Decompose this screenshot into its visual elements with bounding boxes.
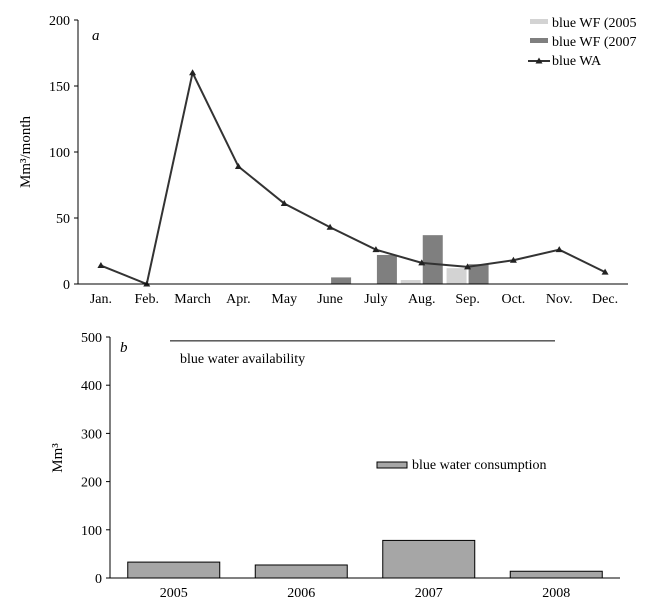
panel-a-line-point [234, 163, 242, 170]
panel-b-bar [509, 570, 603, 579]
panel-b-legend: blue water consumption [376, 458, 547, 473]
panel-a-y-tick-label: 0 [63, 278, 70, 293]
panel-a-y-tick-label: 150 [49, 80, 70, 95]
legend-label-wf-2007: blue WF (2007 [552, 35, 637, 50]
panel-b-x-ticks: 2005 2006 2007 2008 [160, 586, 571, 598]
legend-swatch-wf-2007 [530, 38, 548, 43]
panel-a-line-point [372, 246, 380, 253]
panel-a-y-tick-label: 200 [49, 14, 70, 29]
panel-a-y-axis-label: Mm³/month [18, 116, 34, 189]
panel-a-line-series [97, 69, 609, 287]
legend-label-consumption: blue water consumption [412, 458, 547, 473]
legend-swatch-consumption [376, 461, 408, 469]
panel-a-bar [446, 268, 467, 284]
panel-b-y-tick-label: 500 [81, 331, 102, 346]
panel-b-x-tick-label: 2005 [160, 586, 188, 598]
legend-label-wf-2005: blue WF (2005 [552, 16, 637, 31]
panel-a-bar [400, 280, 421, 284]
panel-b-y-tick-label: 0 [95, 572, 102, 587]
panel-a-x-tick-label: Jan. [90, 292, 112, 307]
panel-a-x-tick-label: May [271, 292, 297, 307]
panel-a-legend: blue WF (2005 blue WF (2007 blue WA [528, 16, 637, 69]
panel-a-bar [422, 235, 443, 284]
panel-b-y-tick-label: 300 [81, 427, 102, 442]
panel-a-line-point [326, 223, 334, 230]
panel-b-y-axis-label: Mm³ [50, 443, 66, 473]
panel-a-x-tick-label: Nov. [546, 292, 573, 307]
panel-a-line-point [189, 69, 197, 76]
panel-b-bar [254, 564, 348, 579]
panel-a-x-tick-label: Dec. [592, 292, 618, 307]
panel-b-label: b [120, 340, 128, 356]
panel-a-x-ticks: Jan. Feb. March Apr. May June July Aug. Sep. Oct.… [90, 292, 618, 307]
panel-a-x-tick-label: Sep. [455, 292, 480, 307]
panel-a-bar [376, 254, 397, 284]
panel-a-line-point [418, 259, 426, 266]
panel-a-x-tick-label: Apr. [226, 292, 251, 307]
panel-b-y-tick-label: 400 [81, 379, 102, 394]
panel-a-x-tick-label: Oct. [502, 292, 526, 307]
panel-b-x-tick-label: 2008 [542, 586, 570, 598]
legend-swatch-wf-2005 [530, 19, 548, 24]
legend-label-wa: blue WA [552, 54, 602, 69]
panel-a-line-point [97, 262, 105, 269]
panel-a-x-tick-label: July [364, 292, 387, 307]
panel-a-line-point [601, 268, 609, 275]
panel-a-x-tick-label: Feb. [135, 292, 160, 307]
legend-marker-wa [535, 57, 543, 64]
panel-b-bar [382, 539, 476, 579]
panel-a-bar [331, 277, 352, 284]
panel-a-y-ticks: 0 50 100 150 200 [49, 14, 78, 293]
panel-a-line [100, 69, 606, 286]
panel-b-y-tick-label: 100 [81, 524, 102, 539]
panel-a-line-point [464, 263, 472, 270]
panel-a-label: a [92, 28, 100, 44]
panel-b-bar [127, 561, 221, 579]
panel-b-x-tick-label: 2007 [415, 586, 443, 598]
panel-a-x-tick-label: June [317, 292, 343, 307]
panel-a-y-tick-label: 100 [49, 146, 70, 161]
panel-b-y-tick-label: 200 [81, 476, 102, 491]
panel-a-line-point [555, 246, 563, 253]
panel-b-x-tick-label: 2006 [287, 586, 315, 598]
panel-a-line-point [509, 256, 517, 263]
panel-a-y-tick-label: 50 [56, 212, 70, 227]
panel-a-line-point [280, 199, 288, 206]
panel-a-x-tick-label: Aug. [408, 292, 436, 307]
panel-a-x-tick-label: March [174, 292, 211, 307]
panel-a: a Mm³/month 0 50 100 150 200 Jan. Feb. March Ap… [18, 14, 637, 307]
availability-label: blue water availability [180, 352, 305, 367]
panel-b-y-ticks: 0 100 200 300 400 500 [81, 331, 110, 587]
panel-a-bars [331, 235, 489, 284]
panel-a-bar [468, 264, 489, 284]
panel-b-bars [127, 539, 603, 579]
